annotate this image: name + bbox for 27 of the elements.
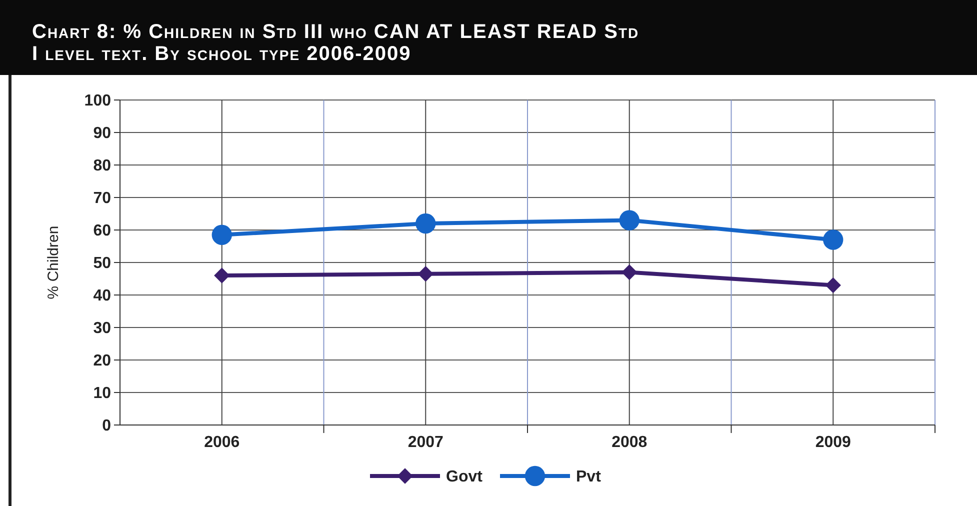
point bbox=[622, 264, 638, 280]
legend-label: Pvt bbox=[576, 468, 602, 486]
x-tick-label: 2007 bbox=[408, 434, 444, 451]
y-tick-label: 10 bbox=[93, 385, 112, 402]
x-tick-label: 2006 bbox=[204, 434, 240, 451]
x-tick-label: 2009 bbox=[815, 434, 852, 451]
point bbox=[823, 230, 844, 250]
point bbox=[418, 266, 434, 282]
point bbox=[212, 224, 232, 245]
point bbox=[619, 210, 640, 230]
y-tick-label: 100 bbox=[84, 92, 112, 110]
point bbox=[416, 213, 436, 234]
y-tick-label: 50 bbox=[93, 255, 112, 272]
chart-title: Chart 8: % Children in Std III who CAN AT LEAST READ Std I level text. By school type 2006-2009 bbox=[32, 21, 640, 65]
point bbox=[825, 277, 841, 294]
y-tick-label: 90 bbox=[93, 125, 112, 142]
y-tick-label: 60 bbox=[93, 222, 112, 240]
y-tick-label: 80 bbox=[93, 158, 112, 175]
point bbox=[214, 268, 230, 284]
y-tick-label: 30 bbox=[93, 320, 112, 338]
y-tick-label: 0 bbox=[102, 418, 112, 435]
y-axis-title: % Children bbox=[45, 226, 62, 300]
y-tick-label: 20 bbox=[93, 352, 112, 370]
legend-label: Govt bbox=[446, 468, 484, 486]
y-tick-label: 70 bbox=[93, 190, 112, 208]
y-tick-label: 40 bbox=[93, 288, 112, 305]
x-tick-label: 2008 bbox=[612, 434, 648, 451]
